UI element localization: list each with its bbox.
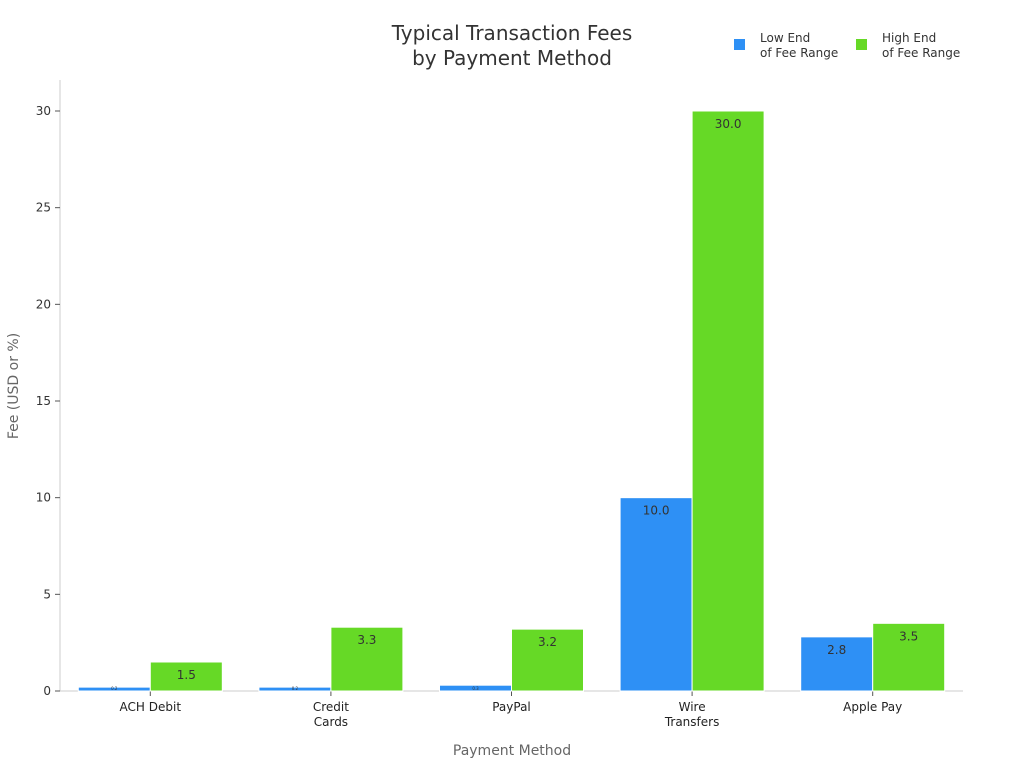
data-label: 3.3 bbox=[357, 633, 376, 647]
x-axis-title: Payment Method bbox=[453, 743, 571, 759]
bar-high bbox=[691, 110, 765, 692]
data-label: 2.8 bbox=[827, 643, 846, 657]
x-tick-label: Apple Pay bbox=[843, 700, 902, 714]
y-tick-label: 0 bbox=[43, 684, 51, 698]
chart-title: Typical Transaction Fees by Payment Metho… bbox=[391, 21, 633, 70]
data-label: 30.0 bbox=[715, 117, 742, 131]
legend-label: Low End of Fee Range bbox=[760, 31, 838, 60]
bar-high bbox=[511, 628, 584, 692]
y-tick-label: 15 bbox=[36, 394, 51, 408]
data-label: 10.0 bbox=[643, 504, 670, 518]
data-label: 3.2 bbox=[538, 635, 557, 649]
data-label: 0.2 bbox=[292, 686, 299, 691]
y-tick-label: 5 bbox=[43, 587, 51, 601]
bar-high bbox=[872, 622, 946, 692]
y-tick-label: 10 bbox=[36, 491, 51, 505]
legend-swatch bbox=[734, 39, 745, 50]
x-tick-label: PayPal bbox=[492, 700, 531, 714]
bar-low bbox=[619, 497, 693, 692]
data-label: 0.3 bbox=[472, 686, 479, 691]
bar-high bbox=[149, 661, 223, 692]
x-tick-label: Credit Cards bbox=[313, 700, 349, 729]
x-tick-label: Wire Transfers bbox=[664, 700, 720, 729]
y-tick-label: 25 bbox=[36, 201, 51, 215]
bar-high bbox=[330, 626, 404, 692]
y-tick-label: 30 bbox=[36, 104, 51, 118]
data-label: 3.5 bbox=[899, 629, 918, 643]
legend-label: High End of Fee Range bbox=[882, 31, 960, 60]
x-tick-label: ACH Debit bbox=[120, 700, 182, 714]
data-label: 1.5 bbox=[177, 668, 196, 682]
bar-low bbox=[800, 636, 874, 692]
y-tick-label: 20 bbox=[36, 297, 51, 311]
data-label: 0.2 bbox=[111, 686, 118, 691]
legend-swatch bbox=[856, 39, 867, 50]
y-axis-title: Fee (USD or %) bbox=[6, 333, 22, 439]
